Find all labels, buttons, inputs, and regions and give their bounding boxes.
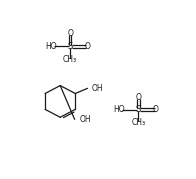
Text: S: S	[136, 105, 141, 114]
Text: CH₃: CH₃	[131, 118, 145, 127]
Text: S: S	[67, 42, 73, 51]
Text: O: O	[85, 42, 91, 51]
Text: HO: HO	[114, 105, 125, 114]
Text: HO: HO	[45, 42, 57, 51]
Text: CH₃: CH₃	[63, 55, 77, 64]
Text: O: O	[153, 105, 159, 114]
Text: OH: OH	[91, 84, 103, 93]
Text: O: O	[135, 93, 141, 102]
Text: O: O	[67, 29, 73, 38]
Text: OH: OH	[79, 115, 91, 124]
